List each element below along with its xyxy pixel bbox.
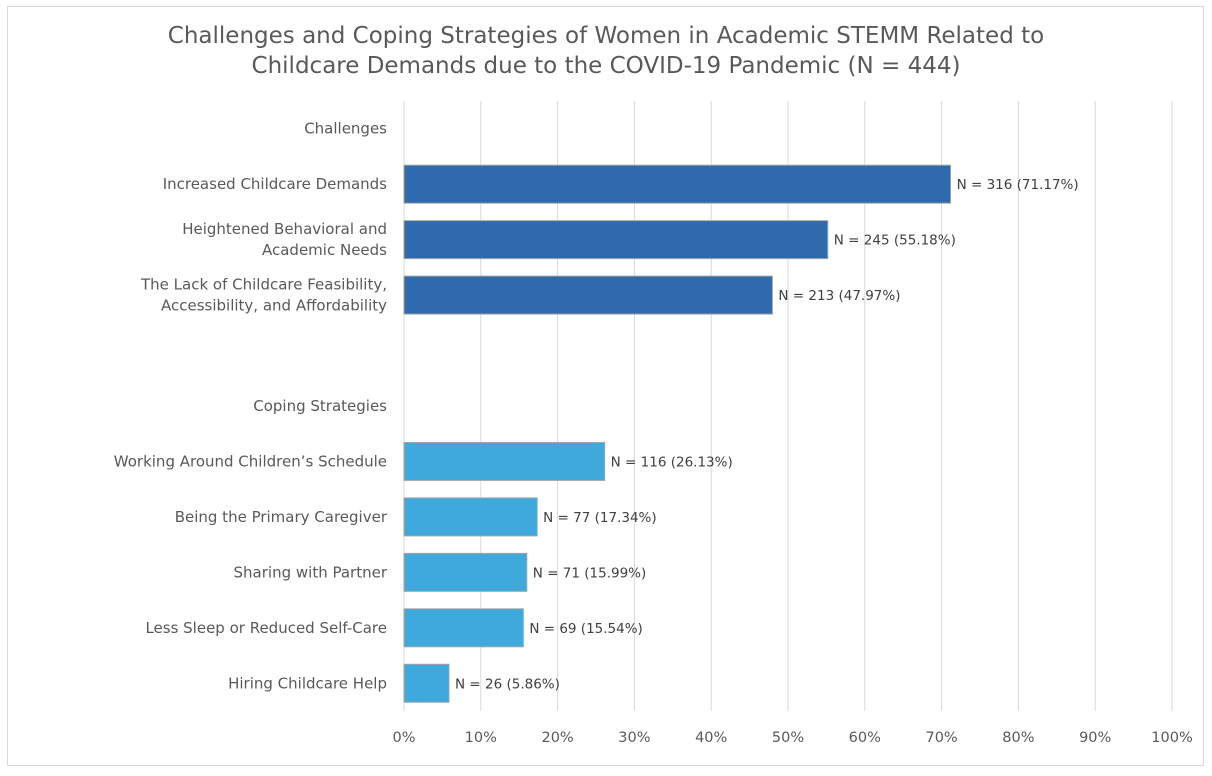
data-label-9: N = 69 (15.54%) (529, 621, 642, 637)
chart-title: Challenges and Coping Strategies of Wome… (0, 21, 1212, 81)
category-label-7: Being the Primary Caregiver (175, 508, 388, 526)
bar-10 (403, 663, 450, 703)
x-tick-label-1: 10% (465, 730, 497, 746)
x-tick-label-2: 20% (541, 730, 573, 746)
data-label-8: N = 71 (15.99%) (533, 565, 646, 581)
x-tick-label-4: 40% (695, 730, 727, 746)
category-label-3-line-1: Accessibility, and Affordability (161, 297, 387, 315)
x-tick-label-8: 80% (1002, 730, 1034, 746)
data-label-10: N = 26 (5.86%) (455, 676, 560, 692)
bar-7 (403, 497, 538, 537)
data-label-6: N = 116 (26.13%) (611, 454, 733, 470)
data-label-3: N = 213 (47.97%) (778, 288, 900, 304)
category-label-3-line-0: The Lack of Childcare Feasibility, (140, 276, 387, 294)
category-label-2-line-0: Heightened Behavioral and (182, 220, 387, 238)
x-tick-label-10: 100% (1151, 730, 1192, 746)
category-label-10: Hiring Childcare Help (228, 674, 387, 692)
category-label-2-line-1: Academic Needs (262, 241, 387, 259)
chart-title-line-2: Childcare Demands due to the COVID-19 Pa… (251, 53, 961, 79)
bar-1 (403, 164, 952, 204)
x-tick-label-9: 90% (1079, 730, 1111, 746)
data-label-2: N = 245 (55.18%) (834, 233, 956, 249)
category-label-6: Working Around Children’s Schedule (114, 452, 387, 470)
bar-8 (403, 552, 528, 592)
category-label-5: Coping Strategies (253, 397, 387, 415)
bar-2 (403, 220, 829, 260)
bar-3 (403, 275, 773, 315)
category-label-9: Less Sleep or Reduced Self-Care (145, 619, 387, 637)
data-label-7: N = 77 (17.34%) (543, 510, 656, 526)
x-tick-label-6: 60% (849, 730, 881, 746)
bar-9 (403, 608, 524, 648)
chart-frame (7, 6, 1204, 766)
category-label-1: Increased Childcare Demands (163, 175, 387, 193)
data-label-1: N = 316 (71.17%) (957, 177, 1079, 193)
x-tick-label-0: 0% (392, 730, 415, 746)
category-label-8: Sharing with Partner (234, 563, 388, 581)
bar-6 (403, 441, 606, 481)
chart-title-line-1: Challenges and Coping Strategies of Wome… (167, 23, 1045, 49)
x-tick-label-5: 50% (772, 730, 804, 746)
x-tick-label-3: 30% (618, 730, 650, 746)
category-label-0: Challenges (304, 120, 387, 138)
x-tick-label-7: 70% (925, 730, 957, 746)
